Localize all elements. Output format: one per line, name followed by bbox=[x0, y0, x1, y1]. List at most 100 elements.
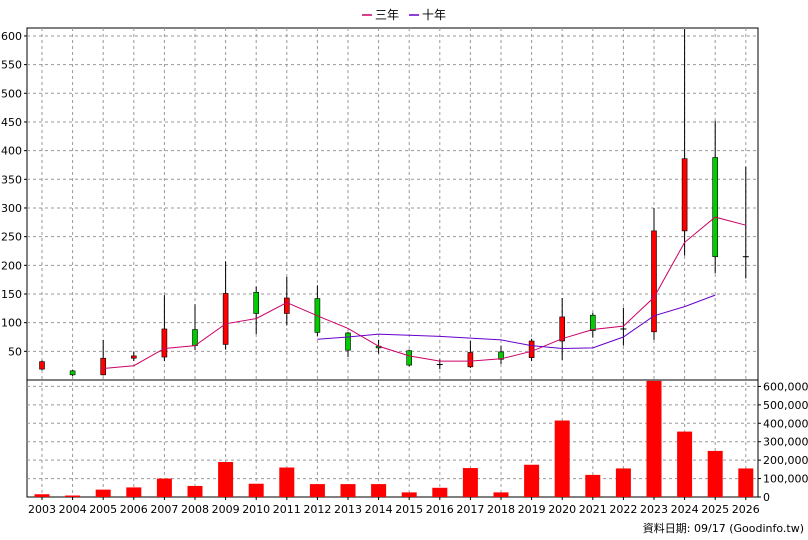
year-axis: 2003 2004 2005 2006 2007 2008 2009 2010 2011 2012… bbox=[28, 497, 760, 516]
year-tick-label: 2007 bbox=[150, 503, 178, 516]
year-tick-label: 2004 bbox=[59, 503, 87, 516]
candle-body bbox=[712, 157, 719, 258]
candle bbox=[69, 369, 76, 376]
volume-bar bbox=[248, 483, 264, 497]
candle bbox=[742, 166, 749, 279]
year-tick-label: 2013 bbox=[334, 503, 362, 516]
volume-tick-label: 600,000 bbox=[763, 380, 808, 393]
price-tick-label: 50 bbox=[8, 345, 22, 358]
year-tick-label: 2026 bbox=[732, 503, 760, 516]
price-tick-label: 550 bbox=[1, 59, 22, 72]
volume-bar bbox=[187, 485, 203, 497]
volume-bar bbox=[126, 487, 142, 497]
year-tick-label: 2019 bbox=[518, 503, 546, 516]
volume-tick-label: 300,000 bbox=[763, 436, 808, 449]
candle-body bbox=[345, 332, 351, 351]
candle bbox=[467, 341, 474, 368]
candle-body bbox=[528, 340, 535, 358]
candle-body bbox=[467, 352, 474, 368]
candle bbox=[589, 312, 596, 338]
legend-label-ma3: 三年 bbox=[375, 8, 399, 22]
price-tick-label: 500 bbox=[1, 87, 22, 100]
price-tick-label: 150 bbox=[1, 288, 22, 301]
volume-bar bbox=[585, 474, 601, 497]
candle-body bbox=[651, 230, 657, 333]
volume-bar bbox=[738, 468, 754, 497]
year-tick-label: 2015 bbox=[395, 503, 423, 516]
year-tick-label: 2003 bbox=[28, 503, 56, 516]
year-tick-label: 2014 bbox=[365, 503, 393, 516]
ma3-line bbox=[103, 216, 746, 369]
candles bbox=[39, 29, 749, 376]
footer-data-date: 資料日期: 09/17 (Goodinfo.tw) bbox=[643, 521, 804, 535]
candle-body bbox=[253, 291, 259, 314]
volume-bar bbox=[309, 484, 325, 497]
volume-bar bbox=[156, 478, 172, 497]
volume-bar bbox=[462, 468, 478, 497]
price-tick-label: 450 bbox=[1, 116, 22, 129]
candle bbox=[651, 207, 657, 340]
candle-body bbox=[39, 361, 45, 370]
volume-bar bbox=[493, 492, 509, 497]
year-tick-label: 2021 bbox=[579, 503, 607, 516]
price-axis: 50 100 150 200 250 300 350 400 450 500 550 600 bbox=[1, 30, 27, 358]
year-tick-label: 2016 bbox=[426, 503, 454, 516]
candle bbox=[559, 298, 566, 360]
volume-bar bbox=[401, 492, 417, 497]
candle-body bbox=[283, 297, 290, 314]
volume-bars bbox=[34, 380, 754, 497]
volume-bar bbox=[218, 461, 234, 497]
year-tick-label: 2010 bbox=[242, 503, 270, 516]
candle bbox=[620, 307, 627, 346]
year-tick-label: 2009 bbox=[212, 503, 240, 516]
candle bbox=[161, 295, 168, 362]
candle bbox=[528, 338, 535, 362]
candle-body bbox=[161, 328, 168, 358]
candle-body bbox=[131, 355, 137, 359]
price-tick-label: 100 bbox=[1, 317, 22, 330]
price-tick-label: 300 bbox=[1, 202, 22, 215]
volume-axis: 0 100,000 200,000 300,000 400,000 500,000 600,… bbox=[758, 380, 808, 504]
volume-bar bbox=[432, 487, 448, 497]
year-tick-label: 2008 bbox=[181, 503, 209, 516]
price-tick-label: 400 bbox=[1, 145, 22, 158]
volume-bar bbox=[677, 431, 693, 497]
volume-bar bbox=[707, 450, 723, 497]
volume-tick-label: 500,000 bbox=[763, 399, 808, 412]
candle bbox=[253, 286, 259, 335]
year-tick-label: 2012 bbox=[303, 503, 331, 516]
candle-body bbox=[559, 316, 566, 342]
candle bbox=[406, 349, 413, 367]
volume-tick-label: 400,000 bbox=[763, 417, 808, 430]
volume-bar bbox=[524, 464, 540, 497]
candle bbox=[712, 120, 719, 274]
year-tick-label: 2006 bbox=[120, 503, 148, 516]
year-tick-label: 2018 bbox=[487, 503, 515, 516]
volume-bar bbox=[65, 495, 81, 497]
year-tick-label: 2023 bbox=[640, 503, 668, 516]
candle bbox=[283, 276, 290, 326]
legend-label-ma10: 十年 bbox=[422, 8, 446, 22]
candle bbox=[100, 339, 106, 376]
year-tick-label: 2025 bbox=[701, 503, 729, 516]
year-tick-label: 2022 bbox=[609, 503, 637, 516]
candle bbox=[498, 345, 504, 364]
volume-tick-label: 0 bbox=[763, 491, 770, 504]
candle-body bbox=[498, 351, 504, 360]
year-tick-label: 2024 bbox=[671, 503, 699, 516]
price-tick-label: 350 bbox=[1, 173, 22, 186]
legend: 三年 十年 bbox=[362, 8, 446, 22]
volume-bar bbox=[615, 468, 631, 497]
volume-bar bbox=[340, 484, 356, 497]
ma10-line bbox=[317, 294, 716, 350]
candle-body bbox=[681, 158, 688, 232]
candle-body bbox=[406, 350, 413, 366]
volume-tick-label: 200,000 bbox=[763, 454, 808, 467]
candle-body bbox=[192, 329, 198, 346]
price-tick-label: 600 bbox=[1, 30, 22, 43]
candle bbox=[345, 331, 351, 358]
year-tick-label: 2011 bbox=[273, 503, 301, 516]
candle-body bbox=[222, 293, 229, 345]
candle bbox=[681, 29, 688, 256]
